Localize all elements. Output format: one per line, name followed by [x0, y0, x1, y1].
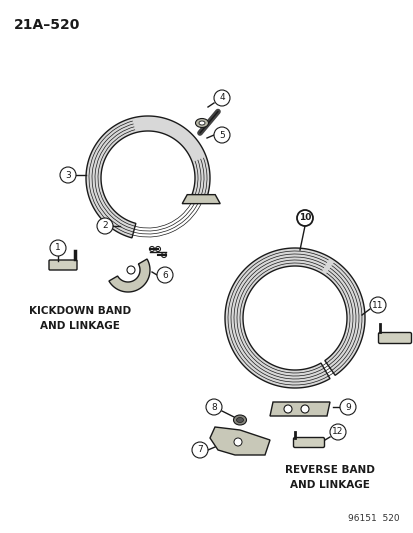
- Circle shape: [214, 127, 230, 143]
- Circle shape: [60, 167, 76, 183]
- Circle shape: [192, 442, 207, 458]
- Circle shape: [214, 90, 230, 106]
- Text: 7: 7: [197, 446, 202, 455]
- Text: 9: 9: [344, 402, 350, 411]
- Circle shape: [296, 210, 312, 226]
- Ellipse shape: [233, 415, 246, 425]
- Text: 1: 1: [55, 244, 61, 253]
- Circle shape: [233, 438, 242, 446]
- Text: 96151  520: 96151 520: [347, 514, 399, 523]
- Ellipse shape: [236, 417, 243, 423]
- Text: 4: 4: [218, 93, 224, 102]
- Text: 3: 3: [65, 171, 71, 180]
- FancyBboxPatch shape: [377, 333, 411, 343]
- Circle shape: [157, 267, 173, 283]
- Text: 8: 8: [211, 402, 216, 411]
- Circle shape: [206, 399, 221, 415]
- Polygon shape: [182, 195, 220, 204]
- Polygon shape: [224, 248, 364, 388]
- FancyBboxPatch shape: [293, 438, 324, 448]
- Text: KICKDOWN BAND
AND LINKAGE: KICKDOWN BAND AND LINKAGE: [29, 306, 131, 331]
- Text: 10: 10: [298, 214, 311, 222]
- Circle shape: [97, 218, 113, 234]
- Polygon shape: [86, 116, 209, 238]
- Text: 11: 11: [371, 301, 383, 310]
- Polygon shape: [269, 402, 329, 416]
- Text: 6: 6: [162, 271, 167, 279]
- Polygon shape: [209, 427, 269, 455]
- Circle shape: [50, 240, 66, 256]
- Polygon shape: [109, 259, 150, 292]
- Ellipse shape: [195, 118, 208, 127]
- Text: 2: 2: [102, 222, 107, 230]
- Text: 5: 5: [218, 131, 224, 140]
- Circle shape: [369, 297, 385, 313]
- FancyBboxPatch shape: [49, 260, 77, 270]
- Ellipse shape: [199, 121, 204, 125]
- Text: 21A–520: 21A–520: [14, 18, 80, 32]
- Circle shape: [283, 405, 291, 413]
- Text: REVERSE BAND
AND LINKAGE: REVERSE BAND AND LINKAGE: [285, 465, 374, 490]
- Circle shape: [300, 405, 308, 413]
- Circle shape: [339, 399, 355, 415]
- Text: 12: 12: [332, 427, 343, 437]
- Circle shape: [329, 424, 345, 440]
- Circle shape: [127, 266, 135, 274]
